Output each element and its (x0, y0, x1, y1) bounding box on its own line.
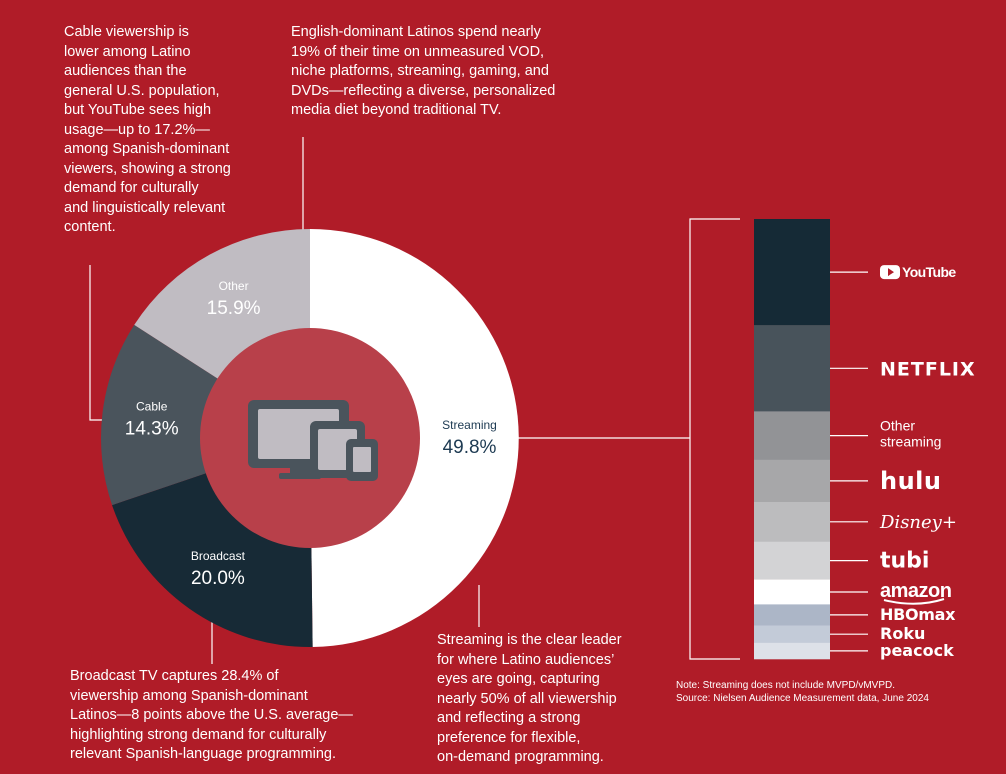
streaming-breakdown-labels: YouTube NETFLIX Other streaming hulu Disney+ t… (830, 264, 976, 660)
note-text: Note: Streaming does not include MVPD/vM… (676, 680, 895, 691)
bar-segment-tubi (754, 541, 830, 580)
svg-text:amazon: amazon (880, 580, 951, 602)
callout-streaming: Streaming is the clear leader for where … (437, 632, 622, 765)
leader-line-cable (89, 265, 104, 421)
callout-other: English-dominant Latinos spend nearly 19… (291, 24, 556, 118)
disney-plus-logo: Disney+ (879, 512, 957, 533)
donut-value-streaming: 49.8% (443, 437, 497, 458)
svg-text:peacock: peacock (880, 641, 954, 660)
svg-text:YouTube: YouTube (902, 264, 956, 280)
bracket (689, 218, 740, 660)
netflix-logo: NETFLIX (880, 358, 976, 380)
amazon-logo: amazon (880, 580, 952, 605)
bar-segment-peacock (754, 642, 830, 660)
donut-value-broadcast: 20.0% (191, 568, 245, 589)
bar-segment-hulu (754, 459, 830, 503)
svg-text:tubi: tubi (880, 549, 929, 574)
bar-segment-youtube (754, 219, 830, 326)
donut-label-streaming: Streaming (442, 418, 497, 432)
bar-segment-amazon (754, 579, 830, 605)
svg-text:Roku: Roku (880, 624, 925, 643)
donut-value-other: 15.9% (207, 298, 261, 319)
chart-notes: Note: Streaming does not include MVPD/vM… (676, 679, 996, 705)
hulu-logo: hulu (880, 467, 941, 495)
bar-segment-roku (754, 625, 830, 644)
donut-chart: Streaming 49.8% Broadcast 20.0% Cable 14.3% Ot… (101, 229, 519, 647)
svg-text:NETFLIX: NETFLIX (880, 358, 976, 380)
tubi-logo: tubi (880, 549, 929, 574)
bar-segment-netflix (754, 325, 830, 412)
donut-label-cable: Cable (136, 400, 168, 414)
hbomax-logo: HBOmax (880, 605, 956, 624)
devices-icon (248, 400, 378, 481)
bar-segment-disney (754, 501, 830, 543)
callout-cable: Cable viewership is lower among Latino a… (64, 24, 231, 235)
donut-label-other: Other (219, 279, 249, 293)
donut-label-broadcast: Broadcast (191, 549, 246, 563)
donut-value-cable: 14.3% (125, 419, 179, 440)
bar-segment-other-streaming (754, 411, 830, 461)
peacock-logo: peacock (880, 641, 954, 660)
roku-logo: Roku (880, 624, 925, 643)
svg-text:HBOmax: HBOmax (880, 605, 956, 624)
youtube-logo: YouTube (880, 264, 957, 280)
svg-text:Disney+: Disney+ (879, 512, 957, 533)
svg-text:hulu: hulu (880, 467, 941, 495)
source-text: Source: Nielsen Audience Measurement dat… (676, 693, 929, 704)
callout-broadcast: Broadcast TV captures 28.4% of viewershi… (70, 668, 353, 762)
label-other-streaming: Other streaming (880, 418, 941, 450)
streaming-breakdown-bar (754, 219, 830, 660)
bar-segment-hbomax (754, 604, 830, 626)
